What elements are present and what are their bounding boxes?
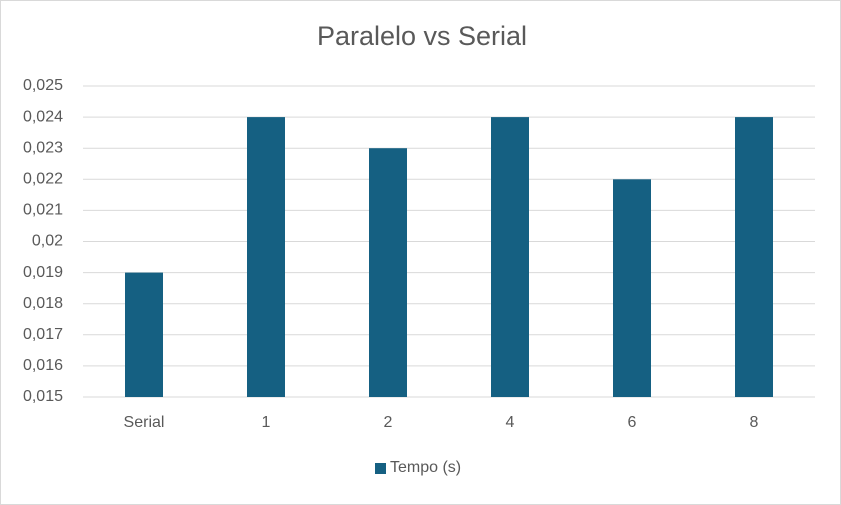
x-tick-label: 1 — [262, 414, 271, 431]
y-tick-label: 0,02 — [32, 233, 63, 250]
y-tick-label: 0,018 — [23, 295, 63, 312]
bar — [491, 117, 529, 397]
legend-label: Tempo (s) — [390, 459, 461, 476]
x-tick-label: 4 — [506, 414, 515, 431]
bar — [247, 117, 285, 397]
y-tick-label: 0,022 — [23, 171, 63, 188]
y-tick-label: 0,024 — [23, 108, 63, 125]
bar — [735, 117, 773, 397]
legend-swatch — [375, 463, 386, 474]
bar — [369, 148, 407, 397]
chart-title: Paralelo vs Serial — [317, 21, 527, 51]
y-tick-label: 0,025 — [23, 77, 63, 94]
y-tick-label: 0,016 — [23, 357, 63, 374]
y-tick-label: 0,017 — [23, 326, 63, 343]
bar — [613, 179, 651, 397]
y-tick-label: 0,021 — [23, 202, 63, 219]
x-tick-label: Serial — [124, 414, 165, 431]
x-tick-label: 6 — [628, 414, 637, 431]
x-tick-label: 8 — [750, 414, 759, 431]
bar — [125, 272, 163, 397]
y-tick-label: 0,019 — [23, 264, 63, 281]
x-tick-label: 2 — [384, 414, 393, 431]
y-tick-label: 0,015 — [23, 388, 63, 405]
y-tick-label: 0,023 — [23, 139, 63, 156]
